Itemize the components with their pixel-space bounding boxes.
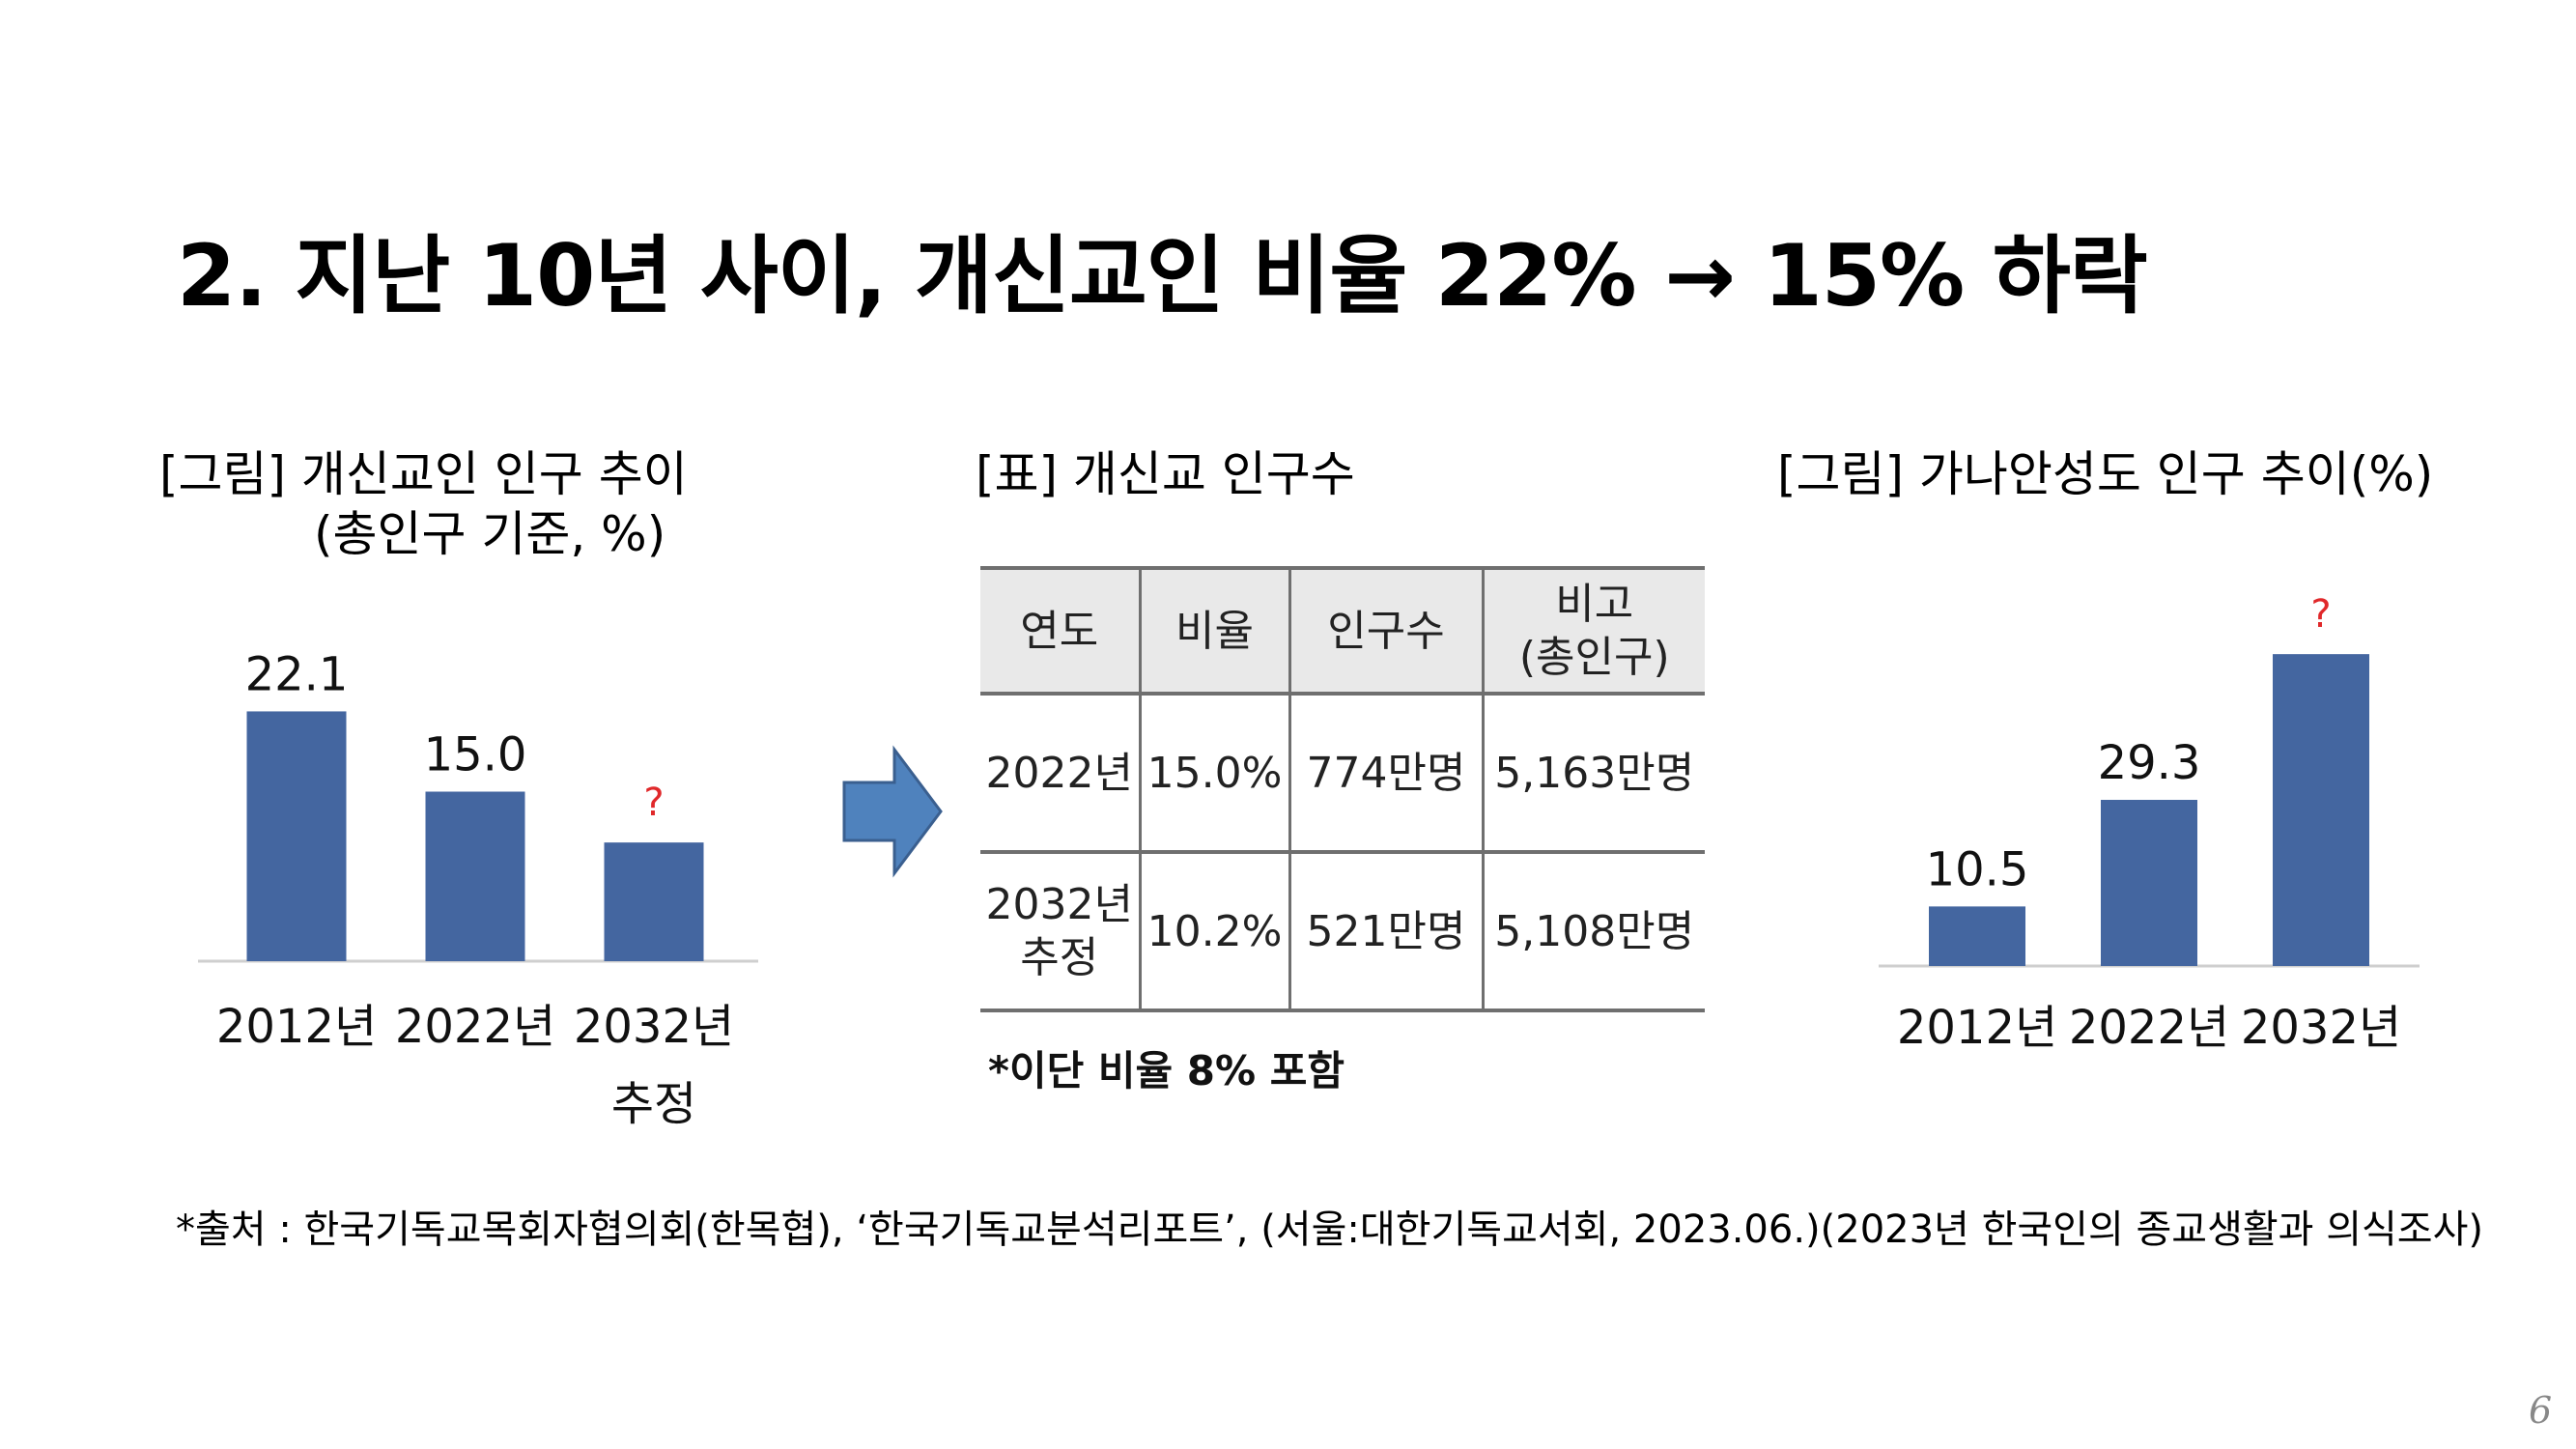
page-title: 2. 지난 10년 사이, 개신교인 비율 22% → 15% 하락 xyxy=(177,226,2148,326)
data-label: ? xyxy=(643,781,664,825)
table-row: 2022년 15.0% 774만명 5,163만명 xyxy=(980,694,1705,854)
table-caption: [표] 개신교 인구수 xyxy=(976,446,1355,502)
bar xyxy=(425,791,525,961)
bar xyxy=(2273,654,2369,966)
category-label: 2032년 xyxy=(574,1000,734,1054)
category-label: 2012년 xyxy=(1897,1001,2057,1055)
cell-population: 774만명 xyxy=(1289,694,1485,854)
cell-year-line1: 2032년 xyxy=(985,880,1133,929)
data-label: ? xyxy=(2310,592,2331,637)
bar xyxy=(246,711,347,961)
category-label: 2012년 xyxy=(216,1000,377,1054)
cell-ratio: 15.0% xyxy=(1140,694,1291,854)
bar xyxy=(2101,800,2197,966)
bar xyxy=(604,842,704,961)
right-chart-caption: [그림] 가나안성도 인구 추이(%) xyxy=(1777,446,2434,502)
cell-note: 5,108만명 xyxy=(1483,852,1705,1012)
left-chart-caption: [그림] 개신교인 인구 추이 xyxy=(159,446,688,502)
header-year: 연도 xyxy=(980,566,1142,696)
left-chart-subcaption: (총인구 기준, %) xyxy=(314,506,666,562)
bar xyxy=(1929,906,2025,966)
data-label: 15.0 xyxy=(424,728,527,782)
cell-ratio: 10.2% xyxy=(1140,852,1291,1012)
cell-year-line2: 추정 xyxy=(1020,933,1099,982)
population-table: 연도 비율 인구수 비고 (총인구) 2022년 15.0% 774만명 5,1… xyxy=(980,566,1705,1012)
right-arrow-icon xyxy=(842,745,943,878)
category-label: 2022년 xyxy=(395,1000,555,1054)
cell-population: 521만명 xyxy=(1289,852,1485,1012)
header-population: 인구수 xyxy=(1289,566,1485,696)
data-label: 22.1 xyxy=(245,647,349,701)
data-label: 10.5 xyxy=(1926,842,2029,896)
right-bar-chart: 10.5 2012년 29.3 2022년? 2032년 xyxy=(1879,592,2420,1055)
category-sublabel: 추정 xyxy=(611,1077,696,1131)
data-label: 29.3 xyxy=(2098,736,2201,790)
header-ratio: 비율 xyxy=(1140,566,1291,696)
source-citation: *출처 : 한국기독교목회자협의회(한목협), ‘한국기독교분석리포트’, (서… xyxy=(176,1208,2483,1252)
header-note: 비고 (총인구) xyxy=(1483,566,1705,696)
cell-note: 5,163만명 xyxy=(1483,694,1705,854)
cell-year: 2022년 xyxy=(980,694,1142,854)
table-header-row: 연도 비율 인구수 비고 (총인구) xyxy=(980,566,1705,696)
header-note-line2: (총인구) xyxy=(1518,633,1670,682)
header-note-line1: 비고 xyxy=(1555,580,1634,629)
table-row: 2032년 추정 10.2% 521만명 5,108만명 xyxy=(980,852,1705,1012)
page-number: 6 xyxy=(2529,1389,2553,1432)
category-label: 2032년 xyxy=(2241,1001,2401,1055)
cell-year: 2032년 추정 xyxy=(980,852,1142,1012)
category-label: 2022년 xyxy=(2069,1001,2229,1055)
table-footnote: *이단 비율 8% 포함 xyxy=(988,1047,1345,1094)
